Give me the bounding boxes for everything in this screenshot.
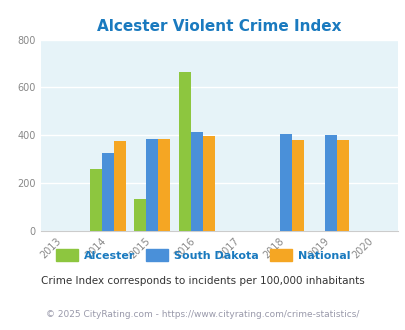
Bar bbox=[146, 139, 158, 231]
Bar bbox=[336, 140, 348, 231]
Bar bbox=[190, 132, 202, 231]
Bar bbox=[178, 72, 190, 231]
Bar bbox=[101, 153, 113, 231]
Title: Alcester Violent Crime Index: Alcester Violent Crime Index bbox=[97, 19, 341, 34]
Text: © 2025 CityRating.com - https://www.cityrating.com/crime-statistics/: © 2025 CityRating.com - https://www.city… bbox=[46, 310, 359, 319]
Bar bbox=[324, 135, 336, 231]
Bar bbox=[113, 141, 126, 231]
Bar bbox=[279, 134, 292, 231]
Bar bbox=[89, 169, 101, 231]
Bar bbox=[134, 199, 146, 231]
Legend: Alcester, South Dakota, National: Alcester, South Dakota, National bbox=[51, 245, 354, 265]
Bar bbox=[202, 136, 215, 231]
Text: Crime Index corresponds to incidents per 100,000 inhabitants: Crime Index corresponds to incidents per… bbox=[41, 276, 364, 286]
Bar bbox=[158, 139, 170, 231]
Bar bbox=[292, 140, 304, 231]
